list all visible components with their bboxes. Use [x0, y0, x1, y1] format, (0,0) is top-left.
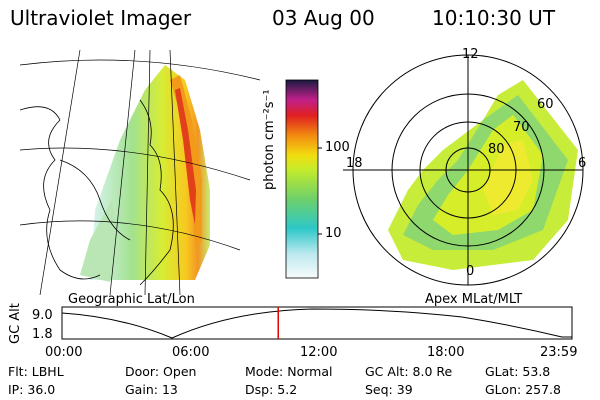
status-gc-alt: GC Alt: 8.0 Re	[365, 364, 453, 379]
geographic-label: Geographic Lat/Lon	[68, 292, 195, 307]
status-door: Door: Open	[125, 364, 197, 379]
status-gain: Gain: 13	[125, 382, 178, 397]
status-flt: Flt: LBHL	[8, 364, 64, 379]
date-label: 03 Aug 00	[272, 6, 375, 30]
mlt-label-12: 12	[462, 47, 479, 62]
altitude-timeline	[61, 306, 573, 340]
timeline-xtick-0600: 06:00	[172, 345, 210, 360]
status-dsp: Dsp: 5.2	[245, 382, 298, 397]
mlt-label-6: 6	[578, 156, 587, 171]
lat-label-70: 70	[513, 120, 530, 135]
mlt-label-18: 18	[346, 156, 363, 171]
instrument-title: Ultraviolet Imager	[10, 6, 192, 30]
timeline-xtick-1800: 18:00	[427, 345, 465, 360]
colorbar-label: photon cm⁻²s⁻¹	[262, 89, 277, 190]
timeline-ylabel: GC Alt	[8, 303, 23, 344]
timeline-ytick-9: 9.0	[32, 308, 53, 323]
status-mode: Mode: Normal	[245, 364, 333, 379]
polar-plot	[343, 54, 584, 286]
status-glat: GLat: 53.8	[485, 364, 551, 379]
status-glon: GLon: 257.8	[485, 382, 561, 397]
lat-label-80: 80	[488, 142, 505, 157]
colorbar-tick-10: 10	[325, 226, 342, 241]
status-seq: Seq: 39	[365, 382, 413, 397]
apex-label: Apex MLat/MLT	[425, 292, 523, 307]
colorbar	[285, 79, 322, 279]
mlt-label-0: 0	[466, 264, 475, 279]
status-ip: IP: 36.0	[8, 382, 56, 397]
geographic-map	[19, 49, 261, 296]
timeline-xtick-1200: 12:00	[300, 345, 338, 360]
lat-label-60: 60	[537, 97, 554, 112]
timeline-ytick-1_8: 1.8	[32, 327, 53, 342]
timeline-xtick-2359: 23:59	[540, 345, 578, 360]
colorbar-tick-100: 100	[325, 140, 350, 155]
time-label: 10:10:30 UT	[432, 6, 556, 30]
timeline-xtick-0000: 00:00	[45, 345, 83, 360]
